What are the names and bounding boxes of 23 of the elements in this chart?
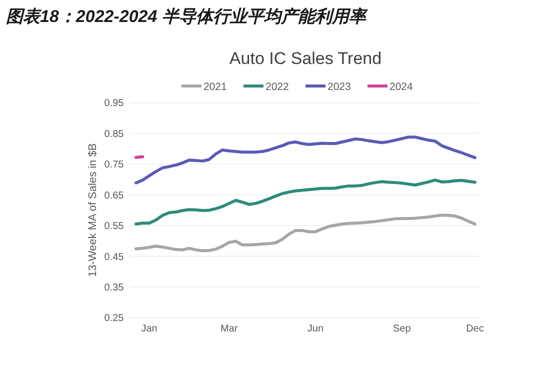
x-tick-label: Jan: [141, 324, 158, 335]
chart-subtitle: Auto IC Sales Trend: [229, 49, 382, 68]
y-tick-label: 0.85: [104, 128, 124, 140]
y-tick-label: 0.95: [104, 98, 124, 110]
legend-label: 2021: [204, 81, 228, 93]
y-tick-label: 0.65: [104, 190, 124, 202]
legend-label: 2023: [328, 81, 352, 93]
x-tick-label: Mar: [220, 324, 238, 335]
line-series: [134, 136, 476, 184]
x-tick-label: Jun: [307, 324, 324, 335]
y-tick-label: 0.75: [104, 160, 124, 171]
y-tick-label: 0.35: [104, 282, 124, 294]
legend-label: 2024: [390, 81, 414, 93]
x-tick-label: Dec: [466, 324, 484, 335]
y-tick-label: 0.25: [104, 313, 124, 324]
y-tick-label: 0.55: [104, 221, 124, 232]
line-series: [134, 214, 476, 252]
legend-label: 2022: [266, 81, 290, 93]
x-tick-label: Sep: [392, 324, 412, 335]
y-axis-title: 13-Week MA of Sales in $B: [87, 143, 99, 278]
line-series: [134, 178, 476, 226]
y-tick-label: 0.45: [104, 252, 124, 263]
chart-title: 图表18：2022-2024 半导体行业平均产能利用率: [6, 7, 368, 26]
